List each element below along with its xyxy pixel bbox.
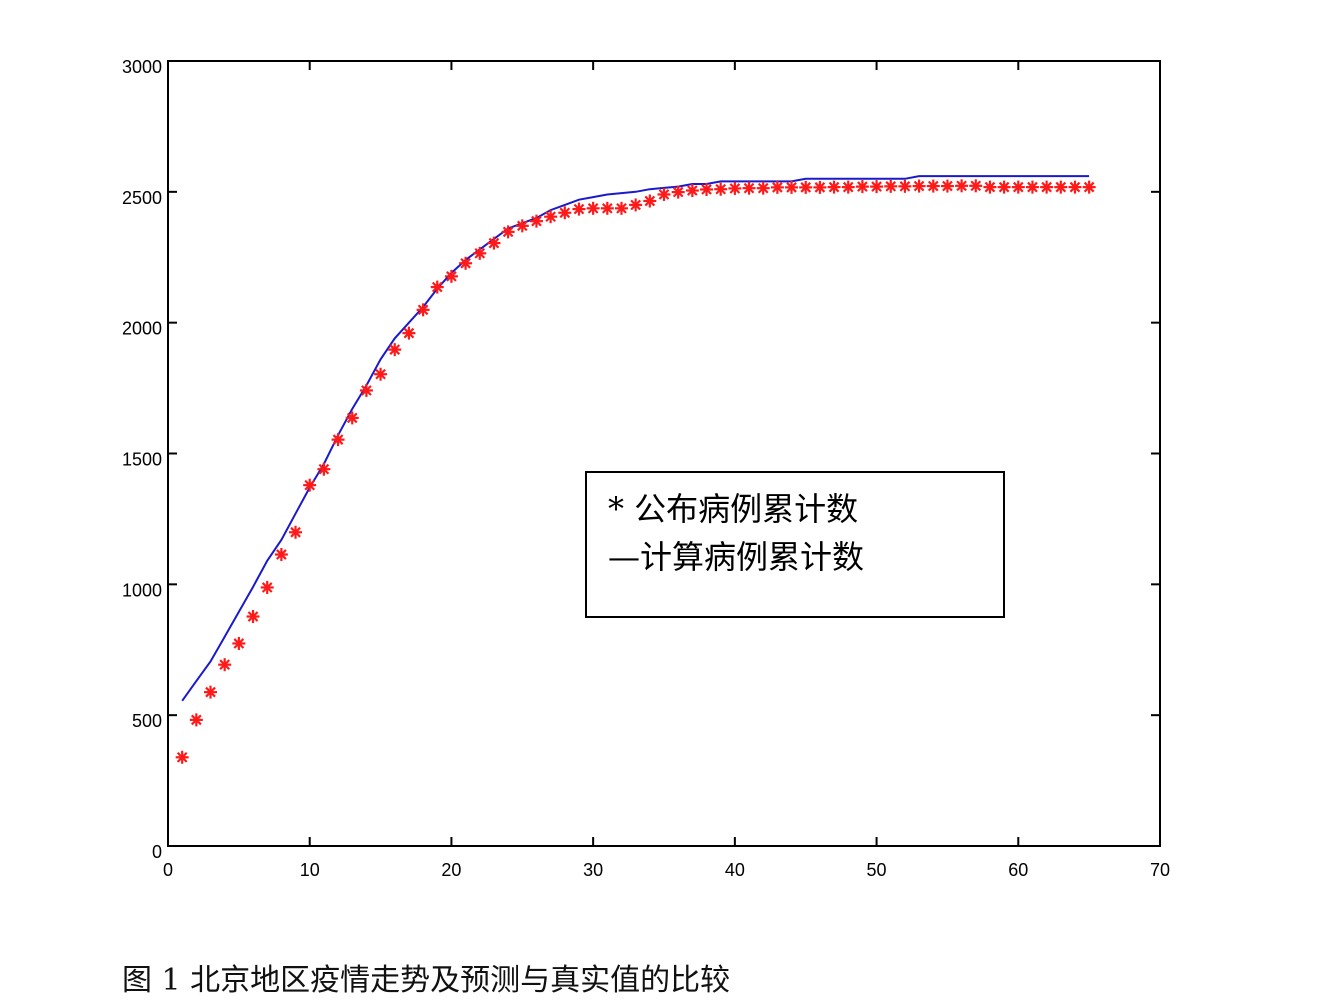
x-tick-label: 40 [725, 860, 745, 880]
y-tick-label: 2000 [122, 319, 162, 339]
observed-point [501, 225, 515, 239]
observed-point [898, 179, 912, 193]
y-tick-label: 1000 [122, 580, 162, 600]
legend-entry-observed: * 公布病例累计数 [608, 490, 858, 528]
observed-point [175, 750, 189, 764]
observed-point [1011, 180, 1025, 194]
observed-point [785, 180, 799, 194]
figure-caption: 图 1 北京地区疫情走势及预测与真实值的比较 [122, 963, 731, 998]
observed-point [770, 180, 784, 194]
observed-point [884, 179, 898, 193]
x-tick-label: 30 [583, 860, 603, 880]
observed-point [289, 525, 303, 539]
x-tick-label: 20 [441, 860, 461, 880]
observed-point [374, 367, 388, 381]
legend: * 公布病例累计数 —计算病例累计数 [585, 471, 1005, 618]
observed-point [444, 269, 458, 283]
legend-box [585, 471, 1005, 618]
observed-point [728, 181, 742, 195]
observed-point [1040, 180, 1054, 194]
observed-point [1025, 180, 1039, 194]
observed-point [459, 256, 473, 270]
observed-point [317, 462, 331, 476]
observed-point [955, 179, 969, 193]
observed-point [515, 219, 529, 233]
observed-point [969, 179, 983, 193]
observed-point [232, 636, 246, 650]
legend-entry-computed: —计算病例累计数 [608, 538, 864, 576]
observed-point [671, 185, 685, 199]
observed-point [983, 180, 997, 194]
observed-point [841, 180, 855, 194]
x-tick-label: 60 [1008, 860, 1028, 880]
observed-point [260, 580, 274, 594]
observed-point [827, 180, 841, 194]
observed-point [855, 180, 869, 194]
observed-point [1054, 180, 1068, 194]
observed-point [714, 182, 728, 196]
observed-point [742, 181, 756, 195]
observed-point [586, 201, 600, 215]
observed-point [629, 198, 643, 212]
observed-point [189, 713, 203, 727]
observed-point [813, 180, 827, 194]
y-tick-label: 0 [152, 842, 162, 862]
observed-point [345, 411, 359, 425]
observed-series-markers [175, 179, 1096, 764]
y-tick-label: 1500 [122, 450, 162, 470]
plot-frame [167, 60, 1161, 847]
observed-point [572, 202, 586, 216]
observed-point [870, 180, 884, 194]
observed-point [997, 180, 1011, 194]
observed-point [799, 180, 813, 194]
observed-point [416, 303, 430, 317]
x-tick-label: 0 [163, 860, 173, 880]
y-tick-label: 3000 [122, 57, 162, 77]
observed-point [359, 383, 373, 397]
observed-point [303, 478, 317, 492]
observed-point [544, 210, 558, 224]
observed-point [1082, 180, 1096, 194]
observed-point [614, 201, 628, 215]
ticks [167, 60, 1161, 847]
y-tick-label: 2500 [122, 188, 162, 208]
observed-point [700, 182, 714, 196]
observed-point [430, 280, 444, 294]
x-tick-label: 50 [867, 860, 887, 880]
observed-point [487, 236, 501, 250]
observed-point [402, 326, 416, 340]
observed-point [473, 246, 487, 260]
observed-point [940, 179, 954, 193]
observed-point [204, 685, 218, 699]
observed-point [388, 343, 402, 357]
x-tick-label: 10 [300, 860, 320, 880]
observed-point [274, 548, 288, 562]
observed-point [600, 201, 614, 215]
observed-point [1068, 180, 1082, 194]
observed-point [246, 610, 260, 624]
observed-point [685, 184, 699, 198]
observed-point [756, 181, 770, 195]
x-tick-label: 70 [1150, 860, 1170, 880]
observed-point [643, 194, 657, 208]
observed-point [331, 433, 345, 447]
observed-point [912, 179, 926, 193]
observed-point [529, 214, 543, 228]
observed-point [657, 187, 671, 201]
computed-series-line [181, 175, 1090, 702]
tick-labels: 0 10 20 30 40 50 60 70 0 500 1000 1500 2000 2500 3000 [122, 57, 1170, 880]
observed-point [926, 179, 940, 193]
y-tick-label: 500 [132, 711, 162, 731]
observed-point [218, 658, 232, 672]
chart: 0 10 20 30 40 50 60 70050010001500200025003000 … [122, 57, 1170, 880]
observed-point [558, 206, 572, 220]
